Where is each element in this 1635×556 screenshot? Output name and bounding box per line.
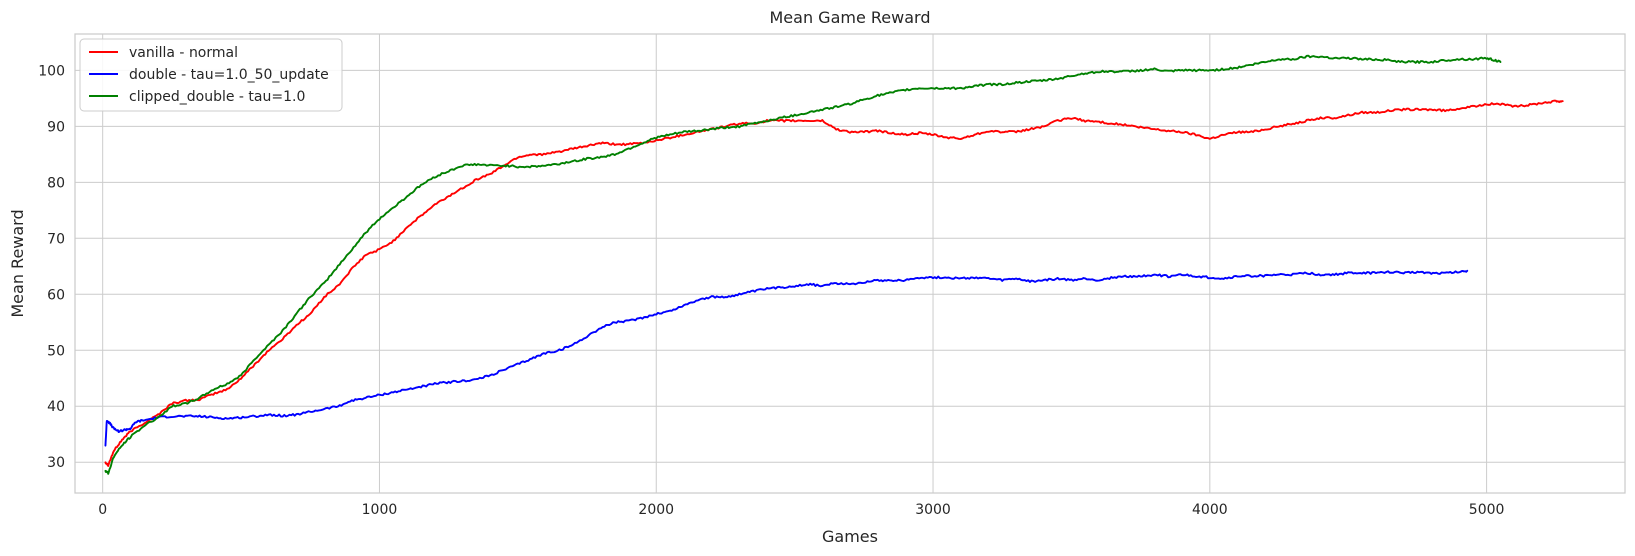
legend-label: vanilla - normal <box>129 45 238 61</box>
y-tick-label: 80 <box>47 175 65 191</box>
legend: vanilla - normal double - tau=1.0_50_upda… <box>79 38 343 112</box>
y-tick-label: 50 <box>47 343 65 359</box>
chart-title: Mean Game Reward <box>770 8 931 27</box>
x-axis-label: Games <box>822 527 878 546</box>
y-tick-label: 40 <box>47 399 65 415</box>
x-tick-label: 0 <box>98 502 107 518</box>
x-tick-label: 4000 <box>1192 502 1228 518</box>
y-tick-label: 30 <box>47 455 65 471</box>
tick-labels: 0 1000 2000 3000 4000 5000 30 40 50 60 70 80 90 100 <box>38 63 1504 518</box>
series-lines <box>104 54 1564 475</box>
series-line-3 <box>104 54 1502 475</box>
legend-box <box>79 38 343 112</box>
x-tick-label: 3000 <box>915 502 951 518</box>
plot-frame <box>74 33 1626 494</box>
y-tick-label: 100 <box>38 63 65 79</box>
x-tick-label: 5000 <box>1469 502 1505 518</box>
legend-label: double - tau=1.0_50_update <box>129 67 329 83</box>
y-axis-label: Mean Reward <box>8 209 27 317</box>
y-tick-label: 60 <box>47 287 65 303</box>
series-line-2 <box>104 269 1469 447</box>
y-tick-label: 70 <box>47 231 65 247</box>
y-tick-label: 90 <box>47 119 65 135</box>
series-line-1 <box>104 99 1564 467</box>
legend-label: clipped_double - tau=1.0 <box>129 89 305 105</box>
x-tick-label: 2000 <box>638 502 674 518</box>
x-tick-label: 1000 <box>362 502 398 518</box>
